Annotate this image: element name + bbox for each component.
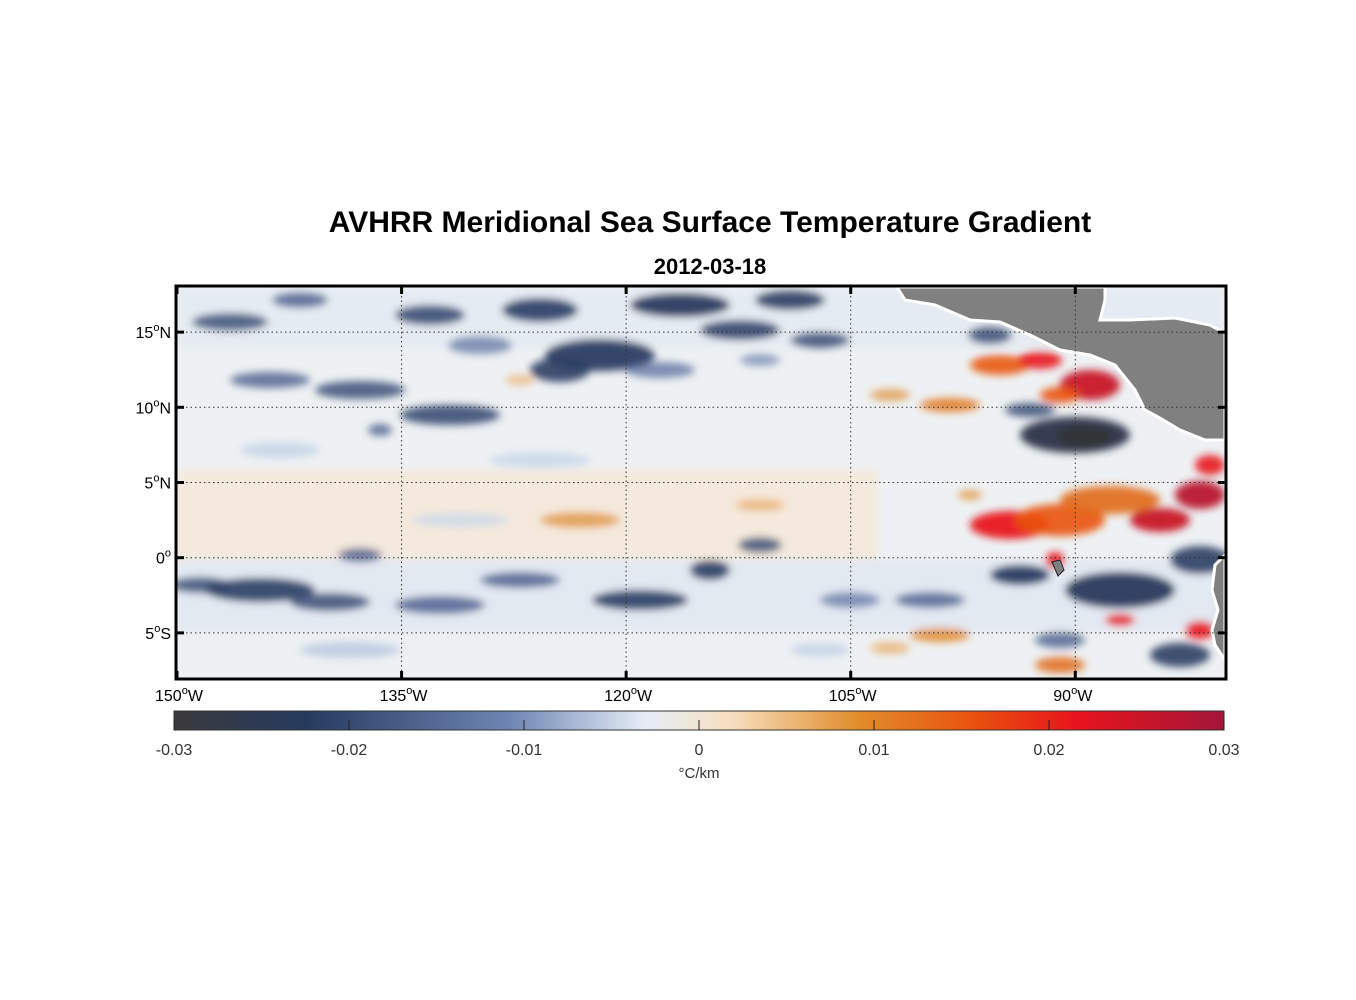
- chart-subtitle: 2012-03-18: [653, 254, 767, 279]
- lat-tick-label: 5oN: [144, 473, 171, 493]
- chart-title: AVHRR Meridional Sea Surface Temperature…: [328, 206, 1092, 239]
- colorbar-tick-label: -0.02: [331, 742, 368, 759]
- lon-tick-label: 105oW: [829, 685, 878, 705]
- colorbar-ticks: [173, 720, 1225, 730]
- map-ticks: [175, 286, 1226, 679]
- lat-tick-label: 0o: [156, 548, 171, 568]
- colorbar-tick-label: 0.02: [1033, 742, 1064, 759]
- lon-tick-labels: 150oW 135oW 120oW 105oW 90oW: [155, 685, 1093, 705]
- lat-tick-label: 10oN: [136, 397, 171, 417]
- lon-tick-label: 90oW: [1053, 685, 1093, 705]
- lat-tick-labels: 15oN 10oN 5oN 0o 5oS: [136, 322, 171, 643]
- colorbar-tick-label: 0.03: [1208, 742, 1239, 759]
- land-central-america: [895, 287, 1225, 442]
- lon-tick-label: 135oW: [380, 685, 429, 705]
- colorbar-tick-label: 0: [695, 742, 704, 759]
- lat-tick-label: 5oS: [145, 623, 171, 643]
- colorbar-tick-label: 0.01: [858, 742, 889, 759]
- colorbar-tick-label: -0.03: [156, 742, 193, 759]
- colorbar-tick-label: -0.01: [506, 742, 543, 759]
- colorbar-unit-label: °C/km: [679, 765, 720, 782]
- graticule: [177, 287, 1225, 678]
- colorbar-tick-labels: -0.03 -0.02 -0.01 0 0.01 0.02 0.03: [156, 742, 1240, 759]
- lat-tick-label: 15oN: [136, 322, 171, 342]
- lon-tick-label: 120oW: [604, 685, 653, 705]
- lon-tick-label: 150oW: [155, 685, 204, 705]
- land-galapagos: [1051, 559, 1065, 577]
